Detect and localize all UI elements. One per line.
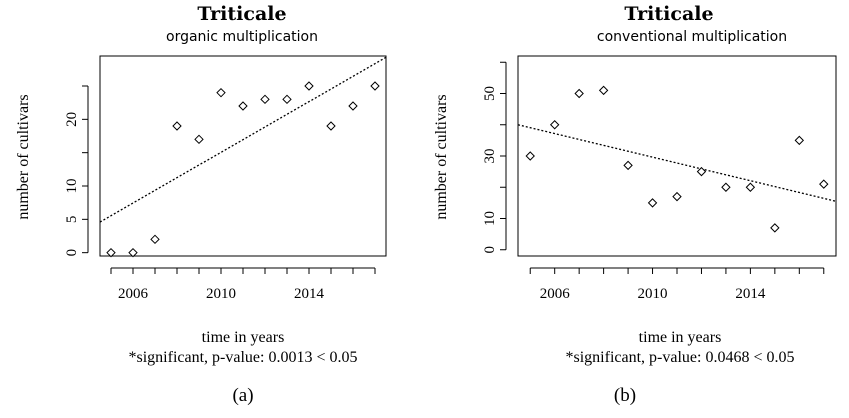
data-point (794, 135, 805, 146)
significance-note: *significant, p-value: 0.0468 < 0.05 (566, 349, 795, 366)
x-tick-label: 2010 (638, 286, 668, 302)
data-point (745, 182, 756, 192)
data-point (172, 121, 182, 131)
x-axis-label: time in years (202, 329, 285, 346)
x-tick-label: 2010 (206, 286, 236, 302)
chart-title: Triticale (197, 3, 286, 25)
data-point (549, 120, 560, 130)
data-point (647, 198, 658, 208)
y-axis: 0 5 10 20 (64, 85, 89, 257)
data-point (128, 247, 138, 258)
data-point (696, 166, 707, 177)
x-tick-label: 2006 (118, 286, 149, 302)
y-tick-label: 50 (482, 86, 498, 101)
x-axis: 2006 2010 2014 (529, 267, 825, 302)
data-point (370, 81, 380, 91)
y-tick-label: 30 (482, 149, 498, 164)
y-axis-label: number of cultivars (433, 94, 450, 219)
data-point (260, 94, 270, 105)
plot-frame (99, 55, 387, 257)
data-point (150, 234, 160, 245)
data-point (525, 151, 535, 161)
data-point (598, 85, 609, 96)
data-point (194, 134, 204, 145)
data-points (525, 85, 829, 233)
data-point (819, 179, 829, 189)
trend-line (517, 124, 837, 202)
data-point (216, 87, 226, 98)
y-tick-label: 10 (64, 179, 80, 194)
chart-panel-a: Triticale organic multiplication number … (15, 3, 387, 406)
x-axis-label: time in years (639, 329, 722, 346)
data-point (326, 121, 336, 131)
x-tick-label: 2006 (540, 286, 571, 302)
x-tick-label: 2014 (294, 286, 325, 302)
plot-frame (517, 55, 837, 257)
data-point (770, 223, 780, 233)
panel-label: (a) (232, 385, 253, 406)
significance-note: *significant, p-value: 0.0013 < 0.05 (129, 349, 358, 366)
data-point (238, 101, 248, 111)
data-point (721, 182, 731, 192)
chart-panel-b: Triticale conventional multiplication nu… (433, 3, 837, 406)
y-axis-label: number of cultivars (15, 94, 32, 219)
chart-subtitle: conventional multiplication (597, 29, 787, 45)
data-point (574, 88, 584, 99)
data-point (623, 160, 633, 171)
data-point (106, 247, 116, 258)
x-axis: 2006 2010 2014 (110, 267, 376, 302)
data-points (106, 81, 380, 258)
y-tick-label: 0 (64, 249, 80, 257)
y-tick-label: 5 (64, 216, 80, 224)
trend-line (99, 56, 387, 223)
y-axis: 0 10 30 50 (482, 61, 507, 254)
y-tick-label: 0 (482, 246, 498, 254)
data-point (282, 94, 292, 105)
data-point (304, 81, 314, 91)
panel-label: (b) (614, 385, 636, 406)
chart-subtitle: organic multiplication (166, 29, 318, 45)
data-point (348, 101, 358, 111)
y-tick-label: 10 (482, 211, 498, 226)
chart-title: Triticale (624, 3, 713, 25)
data-point (672, 191, 682, 202)
y-tick-label: 20 (64, 112, 80, 127)
x-tick-label: 2014 (735, 286, 766, 302)
